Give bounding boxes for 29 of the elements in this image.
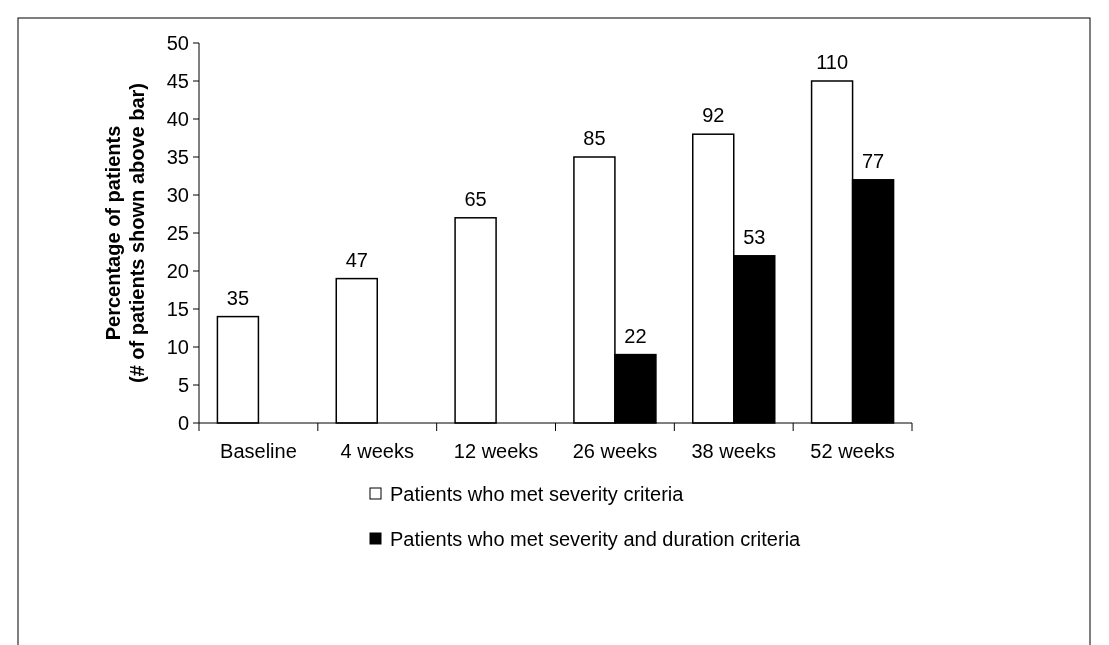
y-axis-title: Percentage of patients (# of patients shown above bar) xyxy=(102,82,148,384)
annotation: 22 xyxy=(624,324,647,347)
annotation: 85 xyxy=(583,127,606,149)
y-tick-label: 25 xyxy=(166,222,189,244)
x-tick-label: 52 weeks xyxy=(810,440,895,462)
annotation: 35 xyxy=(226,286,250,309)
y-tick-label: 5 xyxy=(177,374,189,396)
x-tick-label: 38 weeks xyxy=(691,440,776,462)
x-tick-label: 26 weeks xyxy=(572,440,658,462)
y-tick-label: 10 xyxy=(166,336,189,358)
y-tick-label: 0 xyxy=(177,412,189,434)
annotation: 92 xyxy=(702,104,725,127)
annotation: 47 xyxy=(345,248,368,271)
y-tick-label: 20 xyxy=(166,260,189,282)
y-tick-label: 50 xyxy=(166,32,189,54)
legend-label: Patients who met severity and duration criteria xyxy=(390,528,802,550)
y-tick-label: 15 xyxy=(166,298,189,320)
x-tick-label: 4 weeks xyxy=(340,440,414,462)
annotation: 77 xyxy=(861,149,885,172)
annotation: 110 xyxy=(816,51,849,73)
x-tick-label: Baseline xyxy=(220,440,297,462)
y-tick-label: 35 xyxy=(166,146,189,168)
x-tick-label: 12 weeks xyxy=(453,440,539,462)
y-tick-label: 45 xyxy=(166,70,189,92)
annotation: 65 xyxy=(464,187,487,210)
annotation: 53 xyxy=(743,225,766,248)
legend-label: Patients who met severity criteria xyxy=(390,483,685,505)
y-tick-label: 30 xyxy=(166,184,189,206)
y-tick-label: 40 xyxy=(166,108,189,130)
